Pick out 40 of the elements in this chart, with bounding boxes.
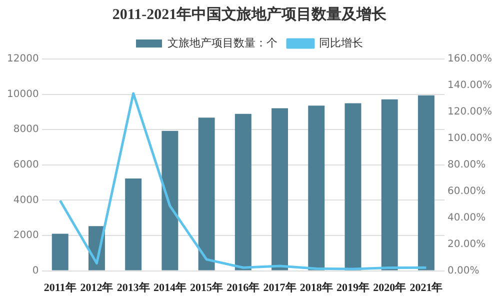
- y2-tick-label: 40.00%: [448, 212, 486, 224]
- y2-tick-label: 20.00%: [448, 238, 486, 250]
- legend-label: 同比增长: [319, 36, 363, 50]
- bar: [344, 103, 362, 270]
- y2-tick-label: 120.00%: [448, 106, 492, 118]
- bar: [162, 130, 178, 270]
- bar: [418, 95, 434, 270]
- y-tick-label: 8000: [13, 124, 39, 136]
- bar: [272, 108, 288, 270]
- x-tick-label: 2011年: [44, 281, 76, 294]
- y-tick-label: 0: [32, 265, 39, 276]
- x-tick-label: 2017年: [263, 281, 296, 294]
- bar: [308, 106, 325, 270]
- x-tick-label: 2015年: [190, 281, 224, 294]
- x-tick-label: 2012年: [80, 281, 114, 294]
- y2-tick-label: 80.00%: [448, 159, 486, 170]
- x-tick-label: 2019年: [336, 281, 370, 294]
- y-tick-label: 12000: [7, 54, 39, 65]
- bar: [198, 118, 215, 270]
- x-tick-label: 2020年: [373, 281, 406, 294]
- bar: [52, 234, 68, 270]
- x-tick-label: 2021年: [410, 281, 443, 294]
- y-tick-label: 4000: [13, 194, 39, 206]
- x-tick-label: 2016年: [226, 281, 260, 294]
- y-tick-label: 10000: [7, 88, 39, 100]
- y-tick-label: 2000: [13, 230, 39, 242]
- x-tick-label: 2013年: [116, 281, 150, 294]
- x-tick-label: 2014年: [153, 281, 186, 294]
- bar: [125, 178, 142, 270]
- y2-tick-label: 100.00%: [448, 133, 492, 144]
- y2-tick-label: 60.00%: [448, 186, 486, 197]
- x-tick-label: 2018年: [300, 281, 333, 294]
- chart-title: 2011-2021年中国文旅地产项目数量及增长: [112, 6, 388, 23]
- y2-tick-label: 140.00%: [448, 80, 492, 92]
- bar: [234, 114, 252, 270]
- bar: [381, 99, 398, 270]
- y-tick-label: 6000: [13, 159, 39, 170]
- y2-tick-label: 160.00%: [448, 54, 492, 65]
- legend-label: 文旅地产项目数量：个: [168, 36, 278, 50]
- y2-tick-label: 0.00%: [448, 265, 480, 276]
